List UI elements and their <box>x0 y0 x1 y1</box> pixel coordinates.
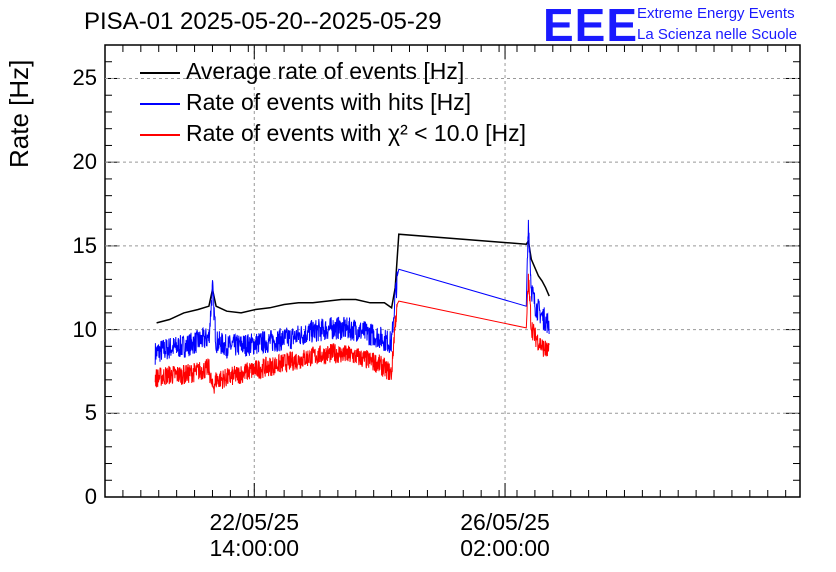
x-tick-label: 26/05/25 02:00:00 <box>405 509 605 561</box>
legend-label-chi2: Rate of events with χ² < 10.0 [Hz] <box>186 120 526 146</box>
x-tick-time: 02:00:00 <box>460 535 550 561</box>
x-tick-time: 14:00:00 <box>209 535 300 561</box>
logo-line-2: La Scienza nelle Scuole <box>637 26 798 43</box>
eee-logo: EEE <box>543 0 639 51</box>
logo-line-1: Extreme Energy Events <box>637 5 795 22</box>
plot-frame <box>104 44 801 498</box>
legend-swatch-average <box>140 72 180 74</box>
y-tick-label: 0 <box>84 484 97 509</box>
legend-swatch-chi2 <box>140 134 180 136</box>
x-tick-date: 26/05/25 <box>460 509 550 535</box>
y-tick-label: 25 <box>72 65 97 91</box>
y-tick-label: 5 <box>84 400 97 426</box>
series-average-line <box>156 233 550 324</box>
x-tick-date: 22/05/25 <box>209 509 300 535</box>
y-tick-label: 10 <box>72 316 97 342</box>
legend-label-average: Average rate of events [Hz] <box>186 58 465 84</box>
series-chi2-line <box>154 273 550 394</box>
series-hits-line <box>154 219 550 365</box>
legend-swatch-hits <box>140 103 180 105</box>
chart-title: PISA-01 2025-05-20--2025-05-29 <box>84 8 442 35</box>
legend-label-hits: Rate of events with hits [Hz] <box>186 89 472 115</box>
y-tick-label: 20 <box>72 149 97 175</box>
x-tick-label: 22/05/25 14:00:00 <box>154 509 354 561</box>
y-tick-label: 15 <box>72 232 97 258</box>
